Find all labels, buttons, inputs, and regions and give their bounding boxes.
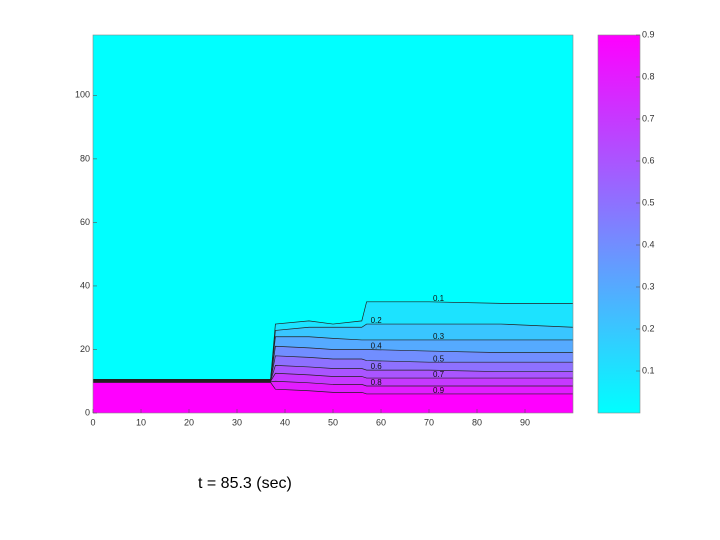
caption: t = 85.3 (sec): [198, 475, 292, 492]
colorbar-tick-label: 0.3: [642, 281, 655, 291]
contour-line: [93, 355, 573, 381]
contour-line: [93, 323, 573, 380]
contour-label: 0.1: [433, 294, 445, 303]
colorbar-tick-label: 0.4: [642, 239, 655, 249]
contour-label: 0.6: [371, 362, 383, 371]
contour-label: 0.2: [371, 316, 383, 325]
contour-label: 0.8: [371, 378, 383, 387]
y-tick-label: 0: [85, 407, 90, 417]
x-tick-label: 30: [232, 417, 242, 427]
contour-line: [93, 372, 573, 382]
colorbar-tick-label: 0.8: [642, 71, 655, 81]
plot-area: [93, 301, 573, 413]
contour-line: [93, 336, 573, 381]
contour-band: [93, 382, 573, 413]
x-tick-label: 10: [136, 417, 146, 427]
y-tick-label: 80: [80, 153, 90, 163]
contour-line: [93, 345, 573, 381]
contour-line: [93, 382, 573, 395]
contour-label: 0.9: [433, 386, 445, 395]
colorbar-tick-label: 0.2: [642, 323, 655, 333]
colorbar-tick-label: 0.9: [642, 29, 655, 39]
contour-label: 0.3: [433, 332, 445, 341]
x-tick-label: 70: [424, 417, 434, 427]
contour-label: 0.7: [433, 370, 445, 379]
x-tick-label: 20: [184, 417, 194, 427]
y-tick-label: 60: [80, 217, 90, 227]
contour-line: [93, 364, 573, 382]
y-tick-label: 20: [80, 344, 90, 354]
contour-label: 0.4: [371, 342, 383, 351]
y-tick-label: 100: [75, 90, 90, 100]
x-tick-label: 50: [328, 417, 338, 427]
contour-label: 0.5: [433, 354, 445, 363]
colorbar-tick-label: 0.6: [642, 155, 655, 165]
colorbar: [597, 34, 641, 414]
colorbar-tick-label: 0.5: [642, 197, 655, 207]
x-tick-label: 60: [376, 417, 386, 427]
y-tick-label: 40: [80, 280, 90, 290]
x-tick-label: 80: [472, 417, 482, 427]
colorbar-tick-label: 0.7: [642, 113, 655, 123]
x-tick-label: 90: [520, 417, 530, 427]
x-tick-label: 40: [280, 417, 290, 427]
x-tick-label: 0: [90, 417, 95, 427]
colorbar-tick-label: 0.1: [642, 365, 655, 375]
contour-line: [93, 380, 573, 387]
